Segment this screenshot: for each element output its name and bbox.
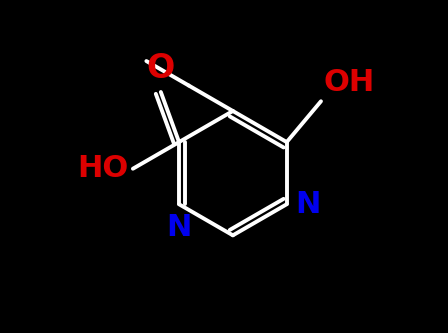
Text: N: N (166, 213, 192, 242)
Text: HO: HO (77, 154, 129, 183)
Text: O: O (146, 52, 175, 85)
Text: OH: OH (323, 68, 375, 97)
Text: N: N (296, 190, 321, 219)
